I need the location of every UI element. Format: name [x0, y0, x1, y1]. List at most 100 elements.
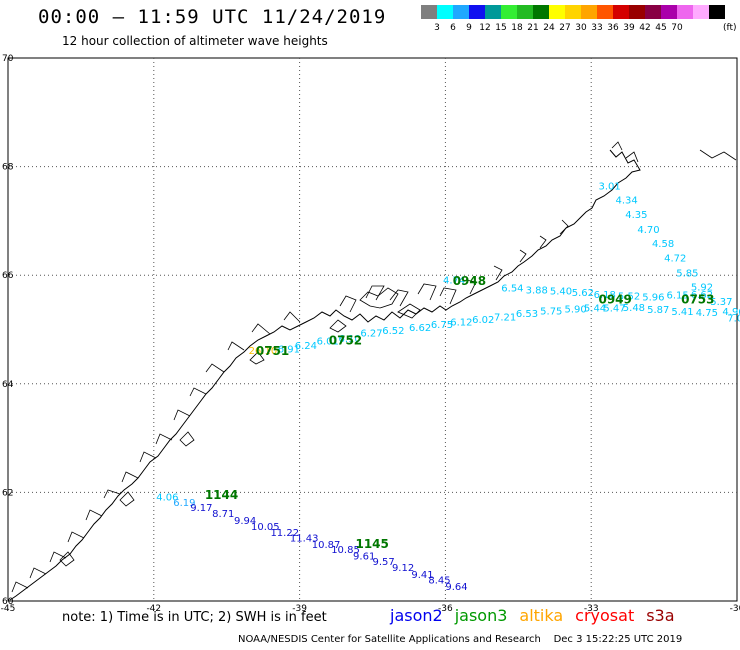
track-1144: 4.066.199.178.719.9410.0511.2211.4310.87…	[156, 488, 467, 593]
lon-tick-label: -39	[292, 604, 307, 614]
pass-time-label: 0753	[681, 292, 714, 306]
wave-height-value: 9.57	[373, 557, 395, 568]
lon-tick-label: -36	[438, 604, 453, 614]
colorbar-swatch	[517, 5, 533, 19]
map-frame	[7, 57, 738, 602]
colorbar-swatch	[501, 5, 517, 19]
colorbar-label: 12	[479, 23, 491, 33]
wave-height-value: 9.12	[392, 563, 414, 574]
colorbar-swatch	[453, 5, 469, 19]
colorbar-label: 27	[559, 23, 571, 33]
colorbar-swatch	[485, 5, 501, 19]
colorbar-swatch	[693, 5, 709, 19]
colorbar-swatch	[421, 5, 437, 19]
wave-height-value: 9.17	[190, 503, 212, 514]
colorbar-label: 42	[639, 23, 651, 33]
wave-height-value: 6.52	[382, 326, 404, 337]
wave-height-value: 4.74	[443, 275, 465, 286]
wave-height-value: 8.45	[428, 576, 450, 587]
pass-time-label: 1144	[205, 488, 238, 502]
wave-height-value: 6.18	[594, 290, 616, 301]
coastline-islands	[59, 287, 421, 567]
lat-tick-label: 66	[2, 271, 14, 281]
colorbar-swatch	[549, 5, 565, 19]
wave-height-value: 6.53	[516, 309, 538, 320]
wave-height-value: 7.21	[494, 312, 516, 323]
wave-height-value: 6.62	[691, 290, 713, 301]
satellite-altika: altika	[519, 606, 564, 625]
colorbar-label: 21	[527, 23, 539, 33]
wave-height-value: 5.96	[642, 293, 664, 304]
wave-height-value: 5.92	[691, 282, 713, 293]
wave-height-value: 3.88	[526, 286, 548, 297]
wave-height-value: 5.90	[564, 305, 586, 316]
wave-height-value: 26.10	[249, 346, 278, 357]
wave-height-value: 9.64	[445, 582, 467, 593]
wave-height-value: 6.62	[409, 323, 431, 334]
wave-height-value: 11.22	[270, 528, 299, 539]
colorbar-label: 9	[466, 23, 472, 33]
lat-tick-label: 68	[2, 163, 14, 173]
wave-height-value: 6.91	[278, 344, 300, 355]
wave-height-value: 6.27	[360, 329, 382, 340]
lat-tick-label: 60	[2, 597, 14, 607]
wave-height-value: 6.12	[450, 318, 472, 329]
lat-tick-label: 62	[2, 488, 13, 498]
satellite-jason2: jason2	[390, 606, 443, 625]
colorbar-swatch	[677, 5, 693, 19]
wave-height-value: 9.41	[411, 570, 433, 581]
colorbar-label: 36	[607, 23, 619, 33]
satellite-jason3: jason3	[454, 606, 508, 625]
wave-height-value: 9.94	[234, 516, 256, 527]
colorbar-label: 24	[543, 23, 555, 33]
credit-line: NOAA/NESDIS Center for Satellite Applica…	[238, 634, 682, 645]
colorbar-label: 3	[434, 23, 440, 33]
colorbar-swatch	[581, 5, 597, 19]
lon-tick-label: -30	[730, 604, 740, 614]
wave-height-value: 4.70	[637, 225, 659, 236]
pass-time-label: 0949	[598, 292, 631, 306]
colorbar-swatch	[565, 5, 581, 19]
footnote: note: 1) Time is in UTC; 2) SWH is in fe…	[62, 610, 327, 625]
wave-height-value: 10.05	[251, 522, 280, 533]
wave-height-value: 10.87	[312, 540, 341, 551]
colorbar-label: 15	[495, 23, 507, 33]
wave-height-value: 5.52	[618, 292, 640, 303]
axis-tick-labels: -45 -42 -39 -36 -33 -30 60 62 64 66 68 70	[1, 54, 740, 614]
wave-height-value: 8.71	[212, 509, 234, 520]
colorbar-label: 33	[591, 23, 603, 33]
wave-height-value: 7.01	[727, 313, 740, 324]
wave-height-value: 5.75	[540, 306, 562, 317]
track-0949: 0949	[598, 292, 631, 306]
wave-height-value: 4.34	[616, 196, 638, 207]
wave-height-value: 6.15	[667, 291, 689, 302]
lat-tick-label: 70	[2, 54, 14, 64]
wave-height-value: 6.75	[431, 320, 453, 331]
colorbar-swatch	[597, 5, 613, 19]
colorbar-swatch	[629, 5, 645, 19]
colorbar-unit: (ft)	[723, 23, 737, 33]
colorbar-swatch	[469, 5, 485, 19]
colorbar-label: 6	[450, 23, 456, 33]
wave-height-value: 11.43	[290, 533, 319, 544]
credit-timestamp: Dec 3 15:22:25 UTC 2019	[553, 634, 683, 645]
track-0751: 26.10 6.916.24 6.01 6.10 6.27 6.52 6.62 6.756.1…	[249, 303, 740, 358]
lon-tick-label: -45	[1, 604, 16, 614]
colorbar-label: 45	[655, 23, 667, 33]
lat-tick-label: 64	[2, 380, 14, 390]
map-subtitle: 12 hour collection of altimeter wave hei…	[62, 34, 328, 48]
wave-height-value: 6.19	[173, 498, 195, 509]
wave-height-value: 5.87	[647, 305, 669, 316]
colorbar-swatch	[437, 5, 453, 19]
lon-tick-label: -42	[146, 604, 161, 614]
wave-height-value: 5.40	[550, 287, 572, 298]
pass-time-label: 0948	[453, 274, 486, 288]
pass-time-label: 1145	[355, 537, 388, 551]
wave-height-value: 5.62	[572, 288, 594, 299]
colorbar-label: 18	[511, 23, 523, 33]
wave-height-value: 5.37	[710, 297, 732, 308]
colorbar-swatch	[709, 5, 725, 19]
wave-height-value: 6.54	[501, 283, 523, 294]
